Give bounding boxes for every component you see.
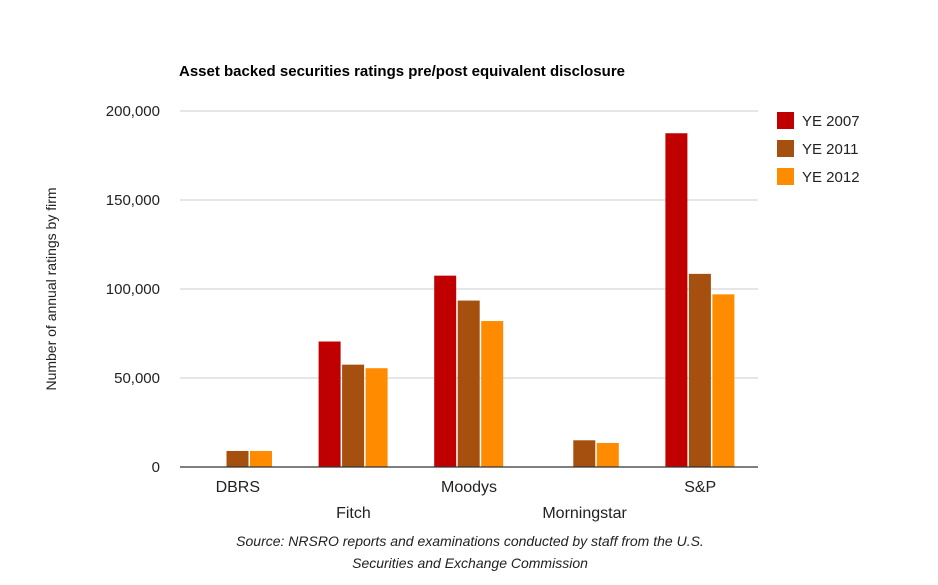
bar [226, 450, 249, 467]
x-category-label: Fitch [336, 505, 371, 522]
legend-label: YE 2007 [802, 113, 860, 130]
x-category-label: S&P [684, 479, 716, 496]
legend-swatch [777, 112, 794, 129]
y-axis-title: Number of annual ratings by firm [43, 187, 59, 390]
bar [250, 450, 272, 467]
bar [318, 341, 341, 467]
bar [481, 321, 504, 467]
x-category-label: Moodys [441, 479, 497, 496]
legend: YE 2007 YE 2011 YE 2012 [777, 112, 860, 186]
y-tick-label: 50,000 [114, 370, 160, 387]
bar [596, 442, 619, 467]
legend-label: YE 2011 [802, 141, 858, 158]
bar [665, 133, 688, 467]
x-category-label: DBRS [216, 479, 260, 496]
y-axis-tick-labels: 0 50,000 100,000 150,000 200,000 [106, 103, 160, 476]
y-tick-label: 200,000 [106, 103, 160, 120]
bar [457, 300, 480, 467]
bar [573, 440, 596, 467]
bar [688, 273, 711, 467]
y-tick-label: 150,000 [106, 192, 160, 209]
chart-title: Asset backed securities ratings pre/post… [179, 63, 625, 80]
legend-label: YE 2012 [802, 169, 860, 186]
source-note-line: Securities and Exchange Commission [352, 555, 588, 571]
source-note-line: Source: NRSRO reports and examinations c… [236, 533, 704, 549]
bar [342, 364, 365, 467]
y-tick-label: 100,000 [106, 281, 160, 298]
x-category-label: Morningstar [542, 505, 627, 522]
bar [434, 275, 457, 467]
legend-swatch [777, 140, 794, 157]
legend-swatch [777, 168, 794, 185]
source-note: Source: NRSRO reports and examinations c… [236, 533, 704, 571]
y-tick-label: 0 [152, 459, 160, 476]
bar [712, 294, 735, 467]
x-axis-category-labels: DBRS Fitch Moodys Morningstar S&P [216, 479, 717, 522]
bars [226, 133, 735, 467]
bar [365, 368, 388, 467]
